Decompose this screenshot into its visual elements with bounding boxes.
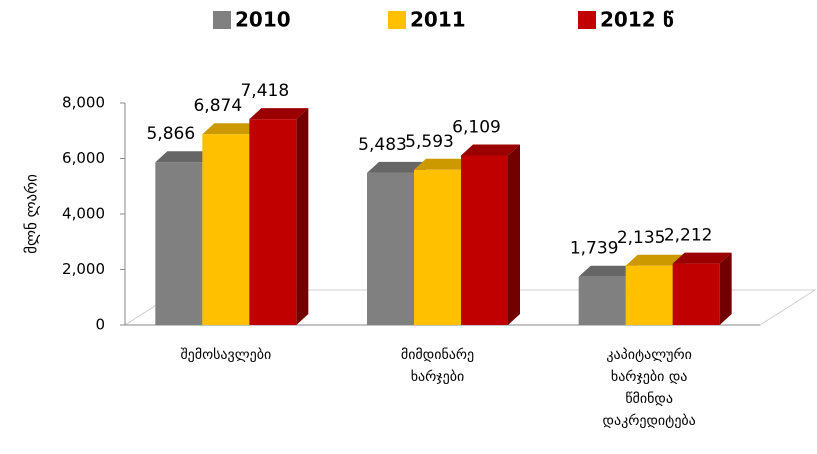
bar (672, 252, 732, 325)
bar-front (625, 265, 673, 325)
bar-top (249, 108, 309, 120)
bar (367, 161, 426, 325)
data-label: 5,866 (146, 124, 195, 144)
bar-side (719, 252, 732, 325)
bar-front (155, 162, 203, 325)
bar (578, 265, 638, 325)
bar-front (578, 276, 626, 325)
legend-swatch (388, 11, 406, 29)
data-label: 1,739 (570, 239, 619, 259)
data-label: 6,109 (452, 117, 501, 137)
data-label: 2,135 (617, 228, 666, 248)
legend-swatch (213, 11, 231, 29)
y-tick-label: 8,000 (62, 94, 105, 112)
legend-swatch (578, 11, 596, 29)
bar-front (249, 119, 297, 325)
data-label: 5,483 (358, 135, 407, 155)
bar-front (367, 172, 414, 325)
bar-top (155, 151, 215, 163)
bar-side (508, 144, 520, 325)
data-label: 6,874 (193, 96, 242, 116)
x-tick-label: კაპიტალური ხარჯები და წმინდა დაკრედიტება (602, 347, 696, 429)
bar (249, 108, 309, 325)
bar-front (202, 134, 250, 325)
legend-label: 2010 (235, 8, 291, 32)
legend-label: 2011 (410, 8, 466, 32)
bar-top (578, 265, 638, 277)
bar-front (461, 155, 508, 325)
bar (155, 151, 215, 325)
y-axis-label: მლნ ლარი (23, 174, 41, 254)
bar-top (367, 161, 426, 173)
data-label: 7,418 (240, 81, 289, 101)
y-tick-label: 4,000 (62, 205, 105, 223)
legend-label: 2012 წ (600, 8, 674, 32)
data-label: 2,212 (664, 226, 713, 246)
y-tick-label: 2,000 (62, 260, 105, 278)
bar-front (414, 169, 461, 325)
bar-side (296, 108, 309, 325)
x-tick-label: შემოსავლები (180, 347, 272, 363)
bar-top (672, 252, 732, 264)
bar-top (625, 254, 685, 266)
bar-top (414, 158, 473, 170)
data-label: 5,593 (405, 132, 454, 152)
bar-top (461, 144, 520, 156)
x-tick-label: მიმდინარე ხარჯები (400, 347, 475, 385)
bar (461, 144, 520, 325)
bar-top (202, 123, 262, 135)
y-tick-label: 0 (95, 316, 105, 334)
y-tick-label: 6,000 (62, 149, 105, 167)
bar-front (672, 263, 720, 325)
